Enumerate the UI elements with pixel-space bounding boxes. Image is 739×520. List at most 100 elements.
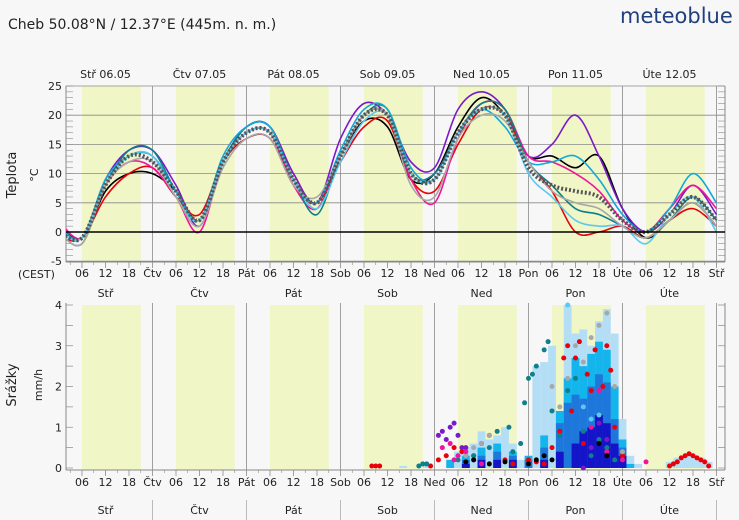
- precipitation-point-black: [486, 461, 492, 467]
- precipitation-point-red: [604, 343, 610, 349]
- precipitation-point-teal: [541, 347, 547, 353]
- x-tick-label: 12: [381, 267, 395, 280]
- precipitation-point-red: [573, 355, 578, 361]
- x-tick-label: 18: [310, 267, 324, 280]
- precipitation-point-red: [369, 463, 375, 469]
- x-tick-label: 12: [663, 476, 677, 489]
- x-tick-label: 18: [404, 267, 418, 280]
- x-tick-label: 06: [639, 476, 653, 489]
- precipitation-bar-late-small: [696, 457, 705, 468]
- precipitation-point-magenta: [643, 459, 649, 465]
- precipitation-point-magenta: [479, 461, 484, 467]
- precipitation-point-red: [698, 457, 704, 463]
- day-label: Sob: [377, 504, 398, 517]
- day-label: Ned: [471, 287, 493, 300]
- x-tick-label: 18: [686, 267, 700, 280]
- precipitation-point-red: [608, 367, 614, 373]
- precipitation-point-red: [674, 459, 680, 465]
- daylight-band: [646, 305, 705, 470]
- x-tick-label: 18: [592, 476, 606, 489]
- y-tick-label: 0: [55, 462, 62, 475]
- precipitation-point-gray: [471, 445, 477, 451]
- daylight-band: [176, 305, 235, 470]
- daylight-band: [82, 305, 141, 470]
- precipitation-bar-max-range: [501, 427, 509, 468]
- x-tick-label: 06: [169, 476, 183, 489]
- x-tick-label: 18: [498, 476, 512, 489]
- temperature-series: [66, 91, 725, 247]
- day-header: Stř 06.05: [80, 68, 131, 81]
- day-label: Čtv: [190, 504, 209, 517]
- precipitation-point-red: [443, 453, 449, 459]
- precipitation-point-teal: [416, 463, 422, 469]
- x-tick-label: 12: [475, 267, 489, 280]
- precipitation-point-red: [592, 347, 598, 353]
- x-tick-label: 12: [569, 476, 583, 489]
- precipitation-bar-p25: [461, 463, 470, 468]
- precipitation-point-teal: [526, 375, 531, 381]
- x-tick-label: Pon: [519, 476, 539, 489]
- x-tick-label: 18: [122, 267, 136, 280]
- precipitation-bar-max-range: [626, 455, 635, 468]
- precipitation-point-red: [510, 461, 516, 467]
- day-header: Čtv 07.05: [173, 68, 227, 81]
- day-label: Pon: [566, 287, 586, 300]
- x-tick-label: Čtv: [143, 476, 162, 489]
- precipitation-point-magenta: [604, 449, 610, 455]
- precipitation-point-purple: [588, 445, 594, 451]
- day-label: Pon: [566, 504, 586, 517]
- precipitation-point-black: [604, 453, 610, 459]
- meteoblue-logo[interactable]: meteoblue: [620, 4, 733, 28]
- precipitation-point-red: [557, 428, 563, 434]
- x-tick-label: 12: [287, 267, 301, 280]
- precipitation-point-teal: [424, 461, 430, 467]
- precipitation-point-red: [569, 408, 575, 414]
- precipitation-point-red: [667, 463, 672, 469]
- x-tick-label: Sob: [330, 476, 351, 489]
- precipitation-point-purple: [439, 428, 445, 434]
- day-label: Čtv: [190, 287, 209, 300]
- precipitation-point-teal: [420, 461, 426, 467]
- precipitation-bar-p50: [555, 423, 564, 468]
- precipitation-bar-p50: [563, 402, 572, 468]
- precipitation-point-teal: [471, 453, 477, 459]
- day-label: Stř: [98, 287, 114, 300]
- precipitation-point-red: [686, 451, 692, 457]
- precipitation-bar-p75: [626, 463, 635, 468]
- precipitation-point-teal: [596, 436, 602, 442]
- x-tick-label: 18: [216, 476, 230, 489]
- precipitation-point-teal: [612, 457, 618, 463]
- x-tick-label: 06: [263, 267, 277, 280]
- precipitation-bar-max-range: [532, 366, 541, 468]
- x-tick-label: 06: [357, 267, 371, 280]
- x-tick-label: Ned: [424, 267, 446, 280]
- temperature-axis: -5 0 5 10 15 20 25 Stř 06.05 Čtv 07.05 Pát 08.05 S…: [48, 68, 725, 300]
- precipitation-bar-p25: [493, 459, 502, 468]
- precipitation-point-red: [435, 457, 441, 463]
- precipitation-point-purple: [604, 436, 610, 442]
- precipitation-point-teal: [522, 400, 528, 406]
- precipitation-point-purple: [463, 445, 469, 451]
- x-tick-label: 06: [169, 267, 183, 280]
- y-tick-label: -5: [51, 255, 62, 268]
- precipitation-bar-late-small: [689, 455, 697, 468]
- x-tick-label: Pát: [238, 267, 256, 280]
- y-tick-label: 5: [55, 197, 62, 210]
- precipitation-point-gray: [573, 343, 578, 349]
- day-header: Ned 10.05: [453, 68, 510, 81]
- precipitation-y-label: Srážky: [5, 363, 20, 406]
- precipitation-bar-max-range: [634, 463, 643, 468]
- day-label: Sob: [377, 287, 398, 300]
- y-tick-label: 15: [48, 138, 62, 151]
- y-tick-label: 10: [48, 168, 62, 181]
- precipitation-point-red: [541, 461, 547, 467]
- precipitation-point-red: [588, 388, 594, 394]
- precipitation-bar-max-range: [540, 362, 549, 468]
- x-tick-label: 06: [75, 267, 89, 280]
- day-label: Ned: [471, 504, 493, 517]
- precipitation-point-black: [549, 457, 555, 463]
- precipitation-point-black: [533, 457, 539, 463]
- precipitation-point-teal: [529, 371, 535, 377]
